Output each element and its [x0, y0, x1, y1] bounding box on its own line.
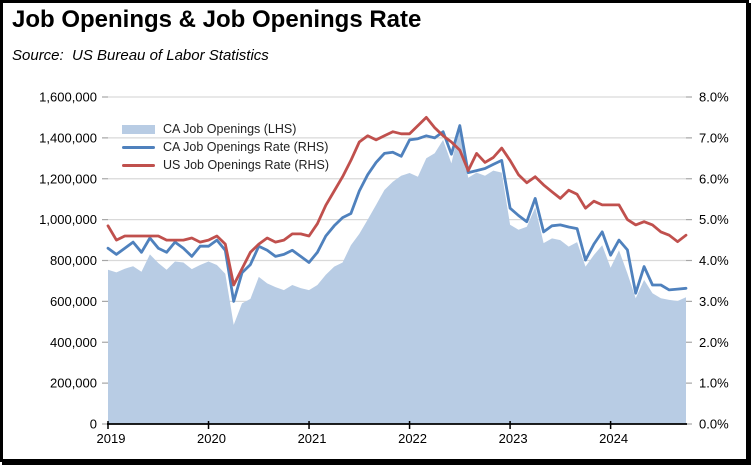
legend-label: US Job Openings Rate (RHS) [163, 158, 330, 172]
chart-source: Source: US Bureau of Labor Statistics [12, 47, 269, 64]
left-axis-label: 1,200,000 [39, 171, 97, 186]
right-axis-label: 0.0% [699, 417, 729, 432]
x-axis-label: 2020 [197, 431, 226, 446]
legend-area-swatch [122, 124, 155, 134]
us-job-openings-rate-line [106, 116, 688, 287]
legend-item: US Job Openings Rate (RHS) [122, 158, 329, 172]
chart-legend: CA Job Openings (LHS) CA Job Openings Rat… [122, 122, 329, 172]
x-axis-label: 2019 [97, 431, 126, 446]
legend-line-swatch [122, 163, 155, 167]
legend-item: CA Job Openings Rate (RHS) [122, 140, 329, 154]
right-axis-label: 2.0% [699, 335, 729, 350]
legend-label: CA Job Openings (LHS) [163, 122, 297, 136]
left-axis-label: 200,000 [50, 376, 97, 391]
left-axis-label: 1,000,000 [39, 212, 97, 227]
ca-job-openings-rate-line [106, 124, 688, 303]
legend-label: CA Job Openings Rate (RHS) [163, 140, 329, 154]
x-axis-label: 2022 [398, 431, 427, 446]
x-axis-label: 2024 [599, 431, 628, 446]
left-axis-label: 600,000 [50, 294, 97, 309]
left-axis-label: 800,000 [50, 253, 97, 268]
legend-item: CA Job Openings (LHS) [122, 122, 329, 136]
left-axis-label: 1,600,000 [39, 90, 97, 105]
legend-line-swatch [122, 145, 155, 149]
chart-title: Job Openings & Job Openings Rate [12, 6, 422, 33]
right-axis-label: 8.0% [699, 90, 729, 105]
right-axis-label: 4.0% [699, 253, 729, 268]
left-axis-label: 400,000 [50, 335, 97, 350]
ca-job-openings-area [108, 126, 686, 424]
right-axis-label: 5.0% [699, 212, 729, 227]
right-axis-label: 1.0% [699, 376, 729, 391]
left-axis-label: 1,400,000 [39, 130, 97, 145]
right-axis-label: 7.0% [699, 130, 729, 145]
right-axis-label: 6.0% [699, 171, 729, 186]
x-axis-label: 2021 [298, 431, 327, 446]
x-axis-label: 2023 [499, 431, 528, 446]
left-axis-label: 0 [90, 417, 97, 432]
right-axis-label: 3.0% [699, 294, 729, 309]
chart-plot-area: 0 0.0% 200,000 1.0% 400,000 2.0% 600,000 3.0% 80… [39, 90, 729, 447]
